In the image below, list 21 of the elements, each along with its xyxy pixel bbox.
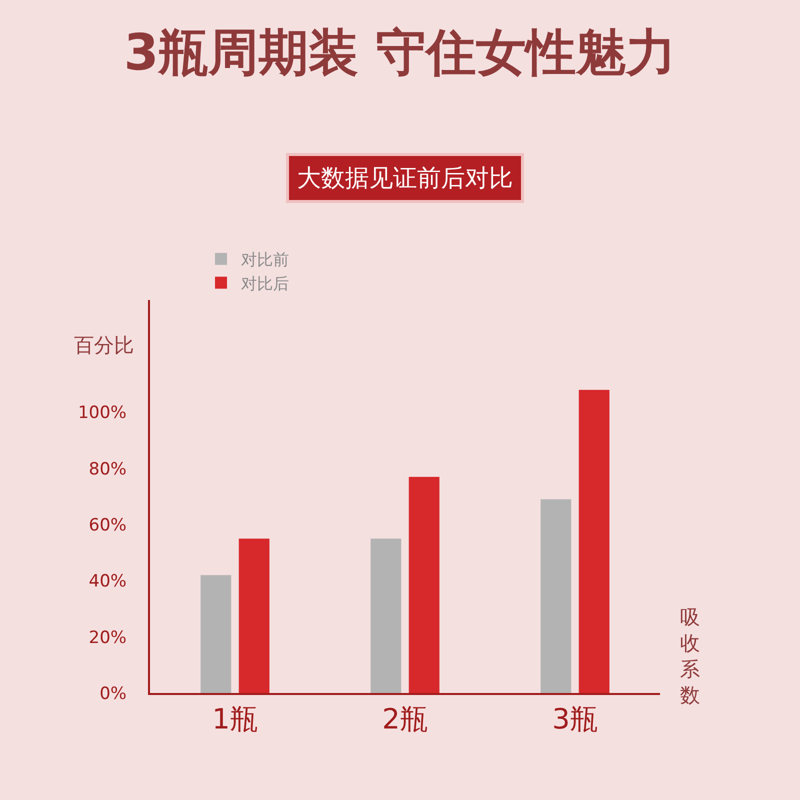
y-tick-label: 60%: [88, 516, 127, 536]
legend-label: 对比后: [241, 274, 289, 293]
bar: [408, 476, 440, 693]
chart-title: 3瓶周期装 守住女性魅力: [124, 24, 676, 82]
y-tick-label: 0%: [100, 684, 127, 704]
x-axis-title: 吸收系数: [680, 605, 700, 707]
chart-subtitle: 大数据见证前后对比: [297, 164, 513, 192]
y-tick-label: 100%: [78, 403, 127, 424]
bar: [200, 575, 232, 693]
y-axis-title: 百分比: [74, 333, 134, 357]
y-tick-label: 80%: [88, 459, 127, 480]
x-tick-label: 3瓶: [552, 702, 598, 736]
bar: [370, 538, 402, 693]
y-tick-label: 20%: [88, 628, 127, 648]
x-tick-label: 2瓶: [382, 702, 428, 736]
bar: [238, 538, 270, 693]
bar: [578, 390, 610, 693]
y-tick-label: 40%: [88, 572, 127, 592]
legend-label: 对比前: [241, 250, 289, 270]
bar: [540, 499, 572, 693]
x-tick-label: 1瓶: [212, 702, 258, 736]
